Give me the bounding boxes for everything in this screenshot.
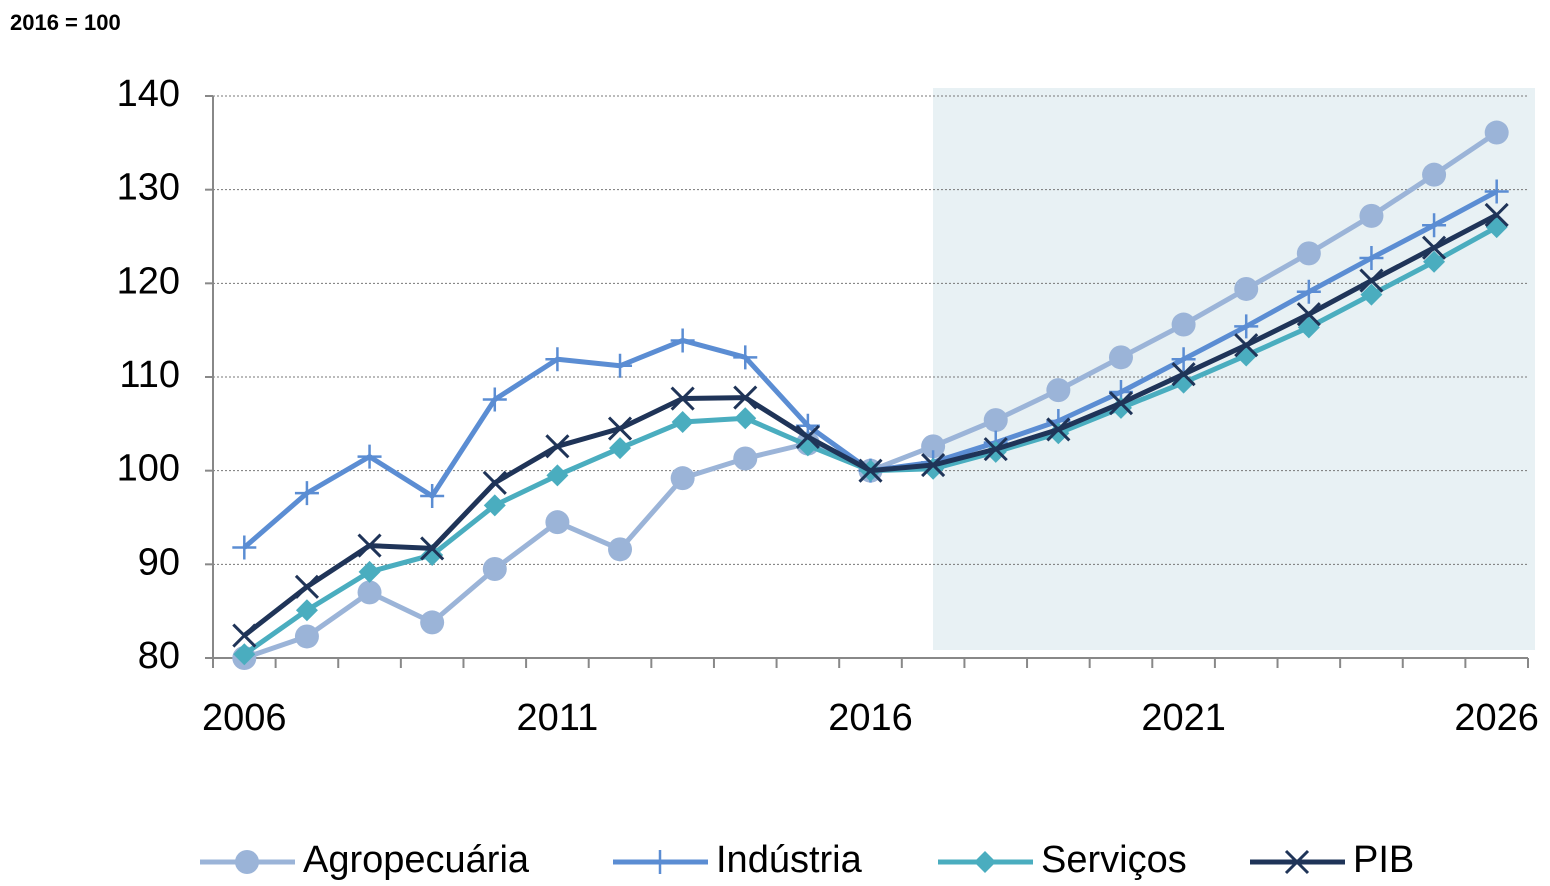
marker <box>1046 378 1071 403</box>
marker <box>1422 213 1447 238</box>
marker <box>670 328 695 353</box>
legend-label: PIB <box>1353 839 1414 881</box>
marker <box>1296 241 1321 266</box>
marker <box>483 494 506 517</box>
marker <box>858 458 883 483</box>
y-tick-label: 110 <box>119 354 180 396</box>
marker <box>420 536 445 561</box>
y-tick-label: 140 <box>117 73 180 115</box>
marker <box>1422 235 1447 260</box>
marker <box>1171 347 1196 372</box>
marker <box>608 537 633 562</box>
marker <box>1296 279 1321 304</box>
marker <box>1108 345 1133 370</box>
marker <box>357 533 382 558</box>
y-tick-label: 130 <box>117 167 180 209</box>
marker <box>545 434 570 459</box>
x-tick-label: 2021 <box>1141 697 1226 739</box>
marker <box>921 434 946 459</box>
marker <box>357 580 382 605</box>
legend-marker <box>974 851 996 873</box>
marker <box>609 437 632 460</box>
x-tick-label: 2011 <box>517 697 599 739</box>
marker <box>482 387 507 412</box>
marker <box>733 385 758 410</box>
marker <box>295 599 318 622</box>
marker <box>921 452 946 478</box>
chart-title: 2016 = 100 <box>10 10 121 35</box>
marker <box>733 345 758 370</box>
marker <box>671 410 694 433</box>
marker <box>420 610 445 635</box>
legend-marker <box>648 850 672 874</box>
marker <box>1359 246 1384 271</box>
marker <box>232 535 257 560</box>
marker <box>358 560 381 583</box>
legend-marker <box>235 850 259 874</box>
marker <box>545 347 570 372</box>
legend-label: Indústria <box>716 839 863 881</box>
marker <box>482 557 507 582</box>
legend-label: Agropecuária <box>303 839 530 881</box>
marker <box>357 444 382 469</box>
marker <box>1359 268 1384 293</box>
y-tick-label: 100 <box>117 448 180 490</box>
marker <box>1484 179 1509 204</box>
y-tick-label: 120 <box>117 260 180 302</box>
marker <box>1108 391 1134 416</box>
marker <box>608 353 633 378</box>
legend-label: Serviços <box>1041 839 1187 881</box>
marker <box>546 464 569 487</box>
marker <box>734 407 757 430</box>
marker <box>983 437 1008 462</box>
marker <box>670 386 695 411</box>
x-tick-label: 2006 <box>202 697 287 739</box>
marker <box>795 424 820 450</box>
marker <box>670 466 695 491</box>
marker <box>733 446 758 471</box>
marker <box>1484 202 1509 228</box>
x-tick-label: 2026 <box>1454 697 1539 739</box>
marker <box>482 470 507 495</box>
marker <box>1234 276 1259 301</box>
marker <box>232 623 257 648</box>
marker <box>294 574 319 599</box>
marker <box>1359 203 1384 228</box>
y-tick-label: 80 <box>138 635 180 677</box>
x-tick-label: 2016 <box>828 697 913 739</box>
y-tick-label: 90 <box>138 541 180 583</box>
marker <box>294 624 319 649</box>
marker <box>1360 283 1383 306</box>
marker <box>1422 162 1447 187</box>
marker <box>983 408 1008 433</box>
marker <box>1234 333 1259 358</box>
marker <box>1171 312 1196 337</box>
marker <box>607 416 633 441</box>
marker <box>1171 362 1196 387</box>
marker <box>233 643 256 666</box>
marker <box>1046 417 1071 442</box>
marker <box>1296 302 1321 327</box>
marker <box>420 483 445 508</box>
marker <box>1234 314 1259 339</box>
marker <box>545 510 570 535</box>
legend-marker <box>1284 849 1310 875</box>
marker <box>1484 120 1509 145</box>
marker <box>1423 250 1446 273</box>
marker <box>795 413 820 438</box>
marker <box>294 481 319 506</box>
